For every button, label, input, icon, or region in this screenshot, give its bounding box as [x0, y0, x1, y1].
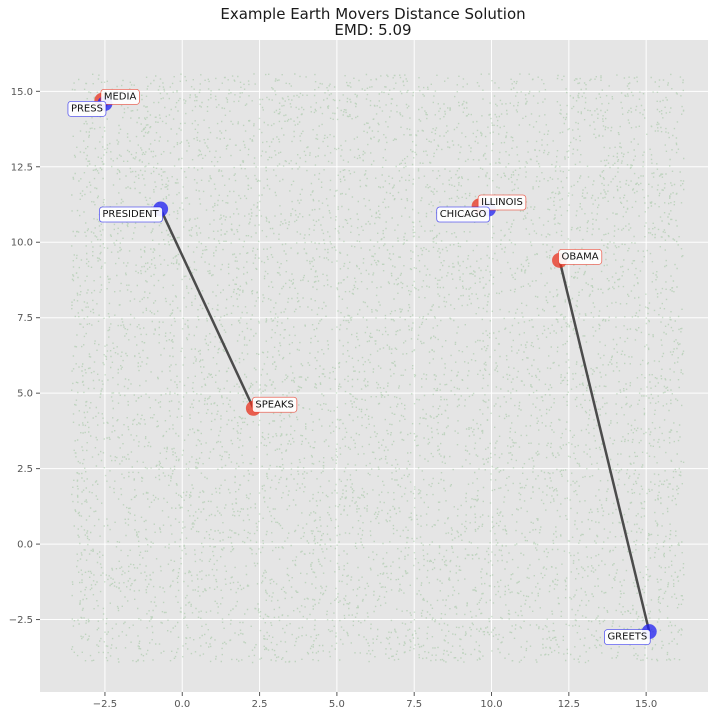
- y-tick-label: 0.0: [17, 540, 33, 551]
- y-tick-label: 7.5: [17, 313, 33, 324]
- media-label: MEDIA: [104, 91, 137, 102]
- chart-title: Example Earth Movers Distance Solution: [220, 5, 525, 23]
- background-point-cloud: [71, 73, 685, 664]
- y-tick-label: 12.5: [11, 162, 33, 173]
- background-points: [71, 73, 685, 664]
- speaks-label: SPEAKS: [255, 399, 293, 410]
- obama-label: OBAMA: [562, 251, 599, 262]
- y-tick-label: 2.5: [17, 464, 33, 475]
- x-tick-label: 10.0: [480, 699, 502, 710]
- x-tick-label: 5.0: [329, 699, 345, 710]
- president-label-box: [99, 206, 163, 223]
- x-tick-label: 0.0: [174, 699, 190, 710]
- obama-label-box: [558, 248, 603, 265]
- greets-label: GREETS: [607, 632, 647, 643]
- y-tick-label: 10.0: [11, 238, 33, 249]
- y-tick-label: −2.5: [9, 615, 33, 626]
- flow-line: [159, 208, 255, 409]
- speaks-label-box: [251, 396, 298, 413]
- grid-lines: [40, 40, 708, 692]
- x-tick-label: 7.5: [406, 699, 422, 710]
- y-tick-label: 15.0: [11, 87, 33, 98]
- x-tick-label: 15.0: [635, 699, 657, 710]
- illinois-label-box: [477, 194, 527, 211]
- illinois-label: ILLINOIS: [481, 197, 523, 208]
- flow-lines: [159, 208, 651, 632]
- president-label: PRESIDENT: [102, 209, 159, 220]
- flow-line: [558, 260, 651, 632]
- y-tick-label: 5.0: [17, 389, 33, 400]
- tick-labels: −2.5 0.0 2.5 5.0 7.5 10.0 12.5 15.0 −2.5 0.0 2.5 5.…: [9, 87, 658, 710]
- x-tick-label: −2.5: [93, 699, 117, 710]
- press-label-box: [67, 100, 107, 117]
- media-label-box: [100, 88, 140, 105]
- chicago-label: CHICAGO: [440, 209, 487, 220]
- plot-area: [40, 40, 708, 692]
- x-tick-label: 12.5: [558, 699, 580, 710]
- chart-subtitle: EMD: 5.09: [334, 21, 411, 39]
- greets-label-box: [604, 629, 651, 646]
- press-label: PRESS: [71, 103, 103, 114]
- chicago-label-box: [436, 206, 490, 223]
- x-tick-label: 2.5: [252, 699, 268, 710]
